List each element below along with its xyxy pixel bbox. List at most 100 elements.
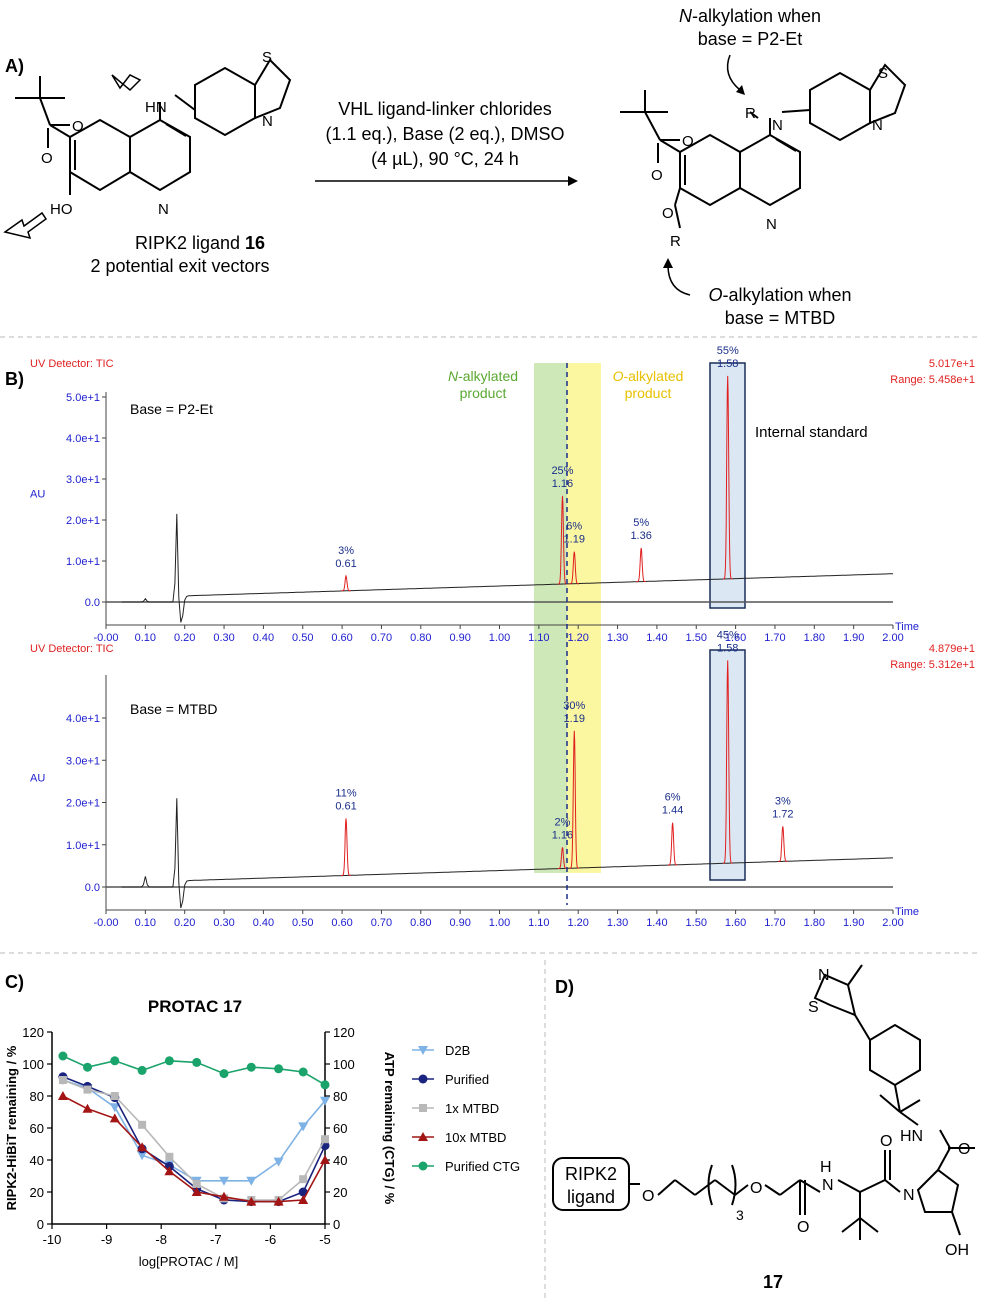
ligand-atom-n-thiazole: N — [262, 113, 273, 130]
y-tick-label: 4.0e+1 — [66, 433, 100, 445]
right-y-tick-label: 80 — [333, 1089, 347, 1104]
x-tick-label: 0.40 — [253, 632, 274, 644]
data-point — [246, 1062, 256, 1072]
panel-label-a: A) — [5, 56, 24, 76]
ligand-atom-o2: O — [41, 150, 53, 167]
data-point — [418, 1074, 428, 1084]
x-tick-label: 0.50 — [292, 917, 313, 929]
x-tick-label: 0.10 — [135, 632, 156, 644]
data-point — [298, 1122, 309, 1132]
series-purified-ctg — [58, 1051, 330, 1090]
legend-entry: Purified CTG — [412, 1159, 520, 1174]
x-tick-label: -6 — [265, 1232, 277, 1247]
y-axis-label: AU — [30, 489, 45, 501]
x-tick-label: 0.50 — [292, 632, 313, 644]
reaction-arrow-head — [568, 176, 578, 186]
data-point — [82, 1103, 93, 1113]
peak-time-label: 1.16 — [552, 829, 573, 841]
x-tick-label: 1.00 — [489, 632, 510, 644]
peak-trace — [569, 551, 579, 585]
n-alkylation-curved-arrow — [726, 54, 741, 91]
x-tick-label: 0.90 — [449, 632, 470, 644]
left-y-tick-label: 80 — [30, 1089, 44, 1104]
x-axis-label: log[PROTAC / M] — [139, 1254, 238, 1269]
data-point — [320, 1080, 330, 1090]
right-y-axis-label: ATP remaining (CTG) / % — [382, 1052, 397, 1205]
legend-entry: D2B — [412, 1043, 470, 1058]
y-tick-label: 3.0e+1 — [66, 755, 100, 767]
product-atom-n-amine: N — [772, 117, 783, 134]
y-tick-label: 2.0e+1 — [66, 798, 100, 810]
ligand-atom-o1: O — [72, 118, 84, 135]
compound-atom-o1: O — [642, 1188, 654, 1205]
x-tick-label: -7 — [210, 1232, 222, 1247]
left-y-tick-label: 20 — [30, 1185, 44, 1200]
left-y-tick-label: 0 — [37, 1217, 44, 1232]
n-product-label-2: product — [460, 385, 507, 401]
x-tick-label: -9 — [101, 1232, 113, 1247]
n-product-band — [534, 363, 567, 873]
data-point — [192, 1057, 202, 1067]
x-tick-label: -5 — [319, 1232, 331, 1247]
data-point — [137, 1142, 148, 1152]
x-tick-label: 0.70 — [371, 917, 392, 929]
x-tick-label: 1.20 — [567, 632, 588, 644]
compound-atom-o3: O — [797, 1219, 809, 1236]
peak-percent-label: 3% — [338, 545, 354, 557]
data-point — [298, 1187, 308, 1197]
product-atom-o-ether: O — [662, 205, 674, 222]
data-point — [320, 1155, 330, 1164]
y-tick-label: 1.0e+1 — [66, 840, 100, 852]
x-tick-label: -10 — [43, 1232, 62, 1247]
right-y-tick-label: 20 — [333, 1185, 347, 1200]
series-1x-mtbd — [58, 1076, 329, 1204]
o-alkylation-note-line2: base = MTBD — [725, 308, 836, 328]
peak-percent-label: 11% — [335, 787, 356, 799]
x-tick-label: 1.60 — [725, 917, 746, 929]
x-tick-label: 1.10 — [528, 632, 549, 644]
x-tick-label: 0.60 — [331, 917, 352, 929]
product-atom-s: S — [878, 65, 888, 82]
peak-trace — [636, 547, 646, 583]
legend-label: 1x MTBD — [445, 1101, 499, 1116]
x-tick-label: 1.70 — [764, 917, 785, 929]
x-tick-label: 0.70 — [371, 632, 392, 644]
data-point — [58, 1076, 67, 1084]
peak-trace — [341, 818, 351, 876]
legend-label: Purified — [445, 1072, 489, 1087]
data-point — [110, 1092, 119, 1100]
x-tick-label: 1.80 — [804, 917, 825, 929]
x-tick-label: -0.00 — [93, 917, 118, 929]
exit-vector-arrow-o — [3, 211, 48, 240]
peak-time-label: 1.19 — [564, 713, 585, 725]
ligand-atom-hn: HN — [145, 99, 167, 116]
y-tick-label: 1.0e+1 — [66, 556, 100, 568]
peak-trace — [723, 375, 733, 580]
x-tick-label: 0.30 — [213, 917, 234, 929]
data-point — [82, 1062, 92, 1072]
data-point — [273, 1157, 284, 1167]
data-point — [219, 1069, 229, 1079]
peak-trace — [723, 660, 733, 864]
x-tick-label: 1.00 — [489, 917, 510, 929]
peak-time-label: 0.61 — [335, 800, 356, 812]
x-tick-label: 1.80 — [804, 632, 825, 644]
x-tick-label: 0.80 — [410, 632, 431, 644]
reagents-line1: VHL ligand-linker chlorides — [338, 99, 551, 119]
x-tick-label: -8 — [155, 1232, 167, 1247]
compound-atom-h: H — [820, 1159, 832, 1176]
compound-atom-n2: N — [903, 1187, 915, 1204]
data-point — [164, 1166, 175, 1176]
exit-vector-arrow-n — [111, 74, 142, 92]
x-tick-label: 0.30 — [213, 632, 234, 644]
data-point — [418, 1161, 428, 1171]
compound-atom-o4: O — [880, 1133, 892, 1150]
ligand-atom-n-quinoline: N — [158, 201, 169, 218]
compound-atom-o5: O — [958, 1141, 970, 1158]
data-point — [218, 1191, 229, 1201]
data-point — [273, 1196, 284, 1206]
right-y-tick-label: 0 — [333, 1217, 340, 1232]
chromatogram-title: Base = P2-Et — [130, 401, 213, 417]
peak-percent-label: 55% — [717, 345, 739, 357]
data-point — [110, 1056, 120, 1066]
